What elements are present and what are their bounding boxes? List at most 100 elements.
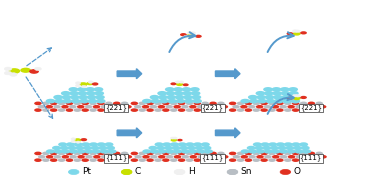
Circle shape	[201, 158, 209, 162]
Circle shape	[311, 155, 319, 159]
Circle shape	[287, 97, 293, 100]
Circle shape	[155, 142, 164, 147]
Circle shape	[166, 155, 174, 159]
Circle shape	[138, 108, 146, 112]
Circle shape	[272, 155, 280, 159]
Circle shape	[271, 149, 280, 154]
Text: H: H	[188, 167, 195, 177]
Circle shape	[189, 105, 197, 108]
Circle shape	[4, 67, 12, 71]
Circle shape	[106, 146, 115, 150]
Circle shape	[232, 155, 240, 159]
Circle shape	[256, 105, 263, 108]
Circle shape	[201, 108, 209, 112]
Circle shape	[34, 152, 42, 155]
Circle shape	[97, 108, 105, 112]
Circle shape	[240, 105, 248, 108]
Circle shape	[196, 149, 205, 154]
Circle shape	[256, 155, 264, 159]
Circle shape	[78, 95, 88, 100]
Circle shape	[66, 102, 73, 105]
Circle shape	[66, 158, 73, 162]
Circle shape	[248, 149, 257, 154]
Circle shape	[54, 155, 61, 159]
Circle shape	[253, 108, 260, 112]
Circle shape	[268, 102, 276, 105]
Circle shape	[292, 152, 299, 155]
Circle shape	[295, 95, 300, 97]
Circle shape	[191, 32, 195, 34]
Circle shape	[62, 155, 69, 159]
Circle shape	[280, 87, 290, 92]
Circle shape	[240, 155, 248, 159]
Circle shape	[158, 95, 168, 100]
Circle shape	[175, 99, 185, 104]
Circle shape	[265, 99, 275, 104]
Circle shape	[249, 99, 259, 104]
FancyArrowPatch shape	[268, 94, 294, 114]
Circle shape	[229, 158, 236, 162]
Circle shape	[61, 91, 71, 96]
Circle shape	[105, 152, 113, 155]
Circle shape	[170, 139, 177, 142]
Circle shape	[295, 105, 303, 108]
Circle shape	[70, 95, 80, 100]
Circle shape	[180, 33, 187, 36]
Circle shape	[66, 152, 73, 155]
Circle shape	[186, 108, 193, 112]
Circle shape	[190, 87, 200, 92]
Circle shape	[165, 87, 175, 92]
Circle shape	[245, 158, 252, 162]
Circle shape	[81, 102, 89, 105]
Circle shape	[38, 155, 45, 159]
Circle shape	[154, 108, 162, 112]
Text: {221}: {221}	[201, 105, 224, 111]
Circle shape	[280, 169, 291, 175]
Circle shape	[308, 108, 315, 112]
Circle shape	[174, 105, 181, 108]
Circle shape	[96, 99, 105, 104]
Circle shape	[265, 95, 274, 100]
Text: {111}: {111}	[105, 155, 127, 161]
Circle shape	[229, 108, 236, 112]
Circle shape	[164, 146, 173, 150]
Circle shape	[271, 87, 281, 92]
Circle shape	[178, 152, 185, 155]
Circle shape	[159, 99, 169, 104]
Circle shape	[71, 138, 76, 140]
Circle shape	[29, 69, 39, 74]
Circle shape	[173, 149, 182, 154]
Circle shape	[74, 158, 81, 162]
Circle shape	[101, 155, 108, 159]
Circle shape	[108, 105, 116, 108]
Circle shape	[308, 102, 315, 105]
Circle shape	[287, 105, 295, 108]
Circle shape	[54, 99, 64, 104]
Circle shape	[157, 91, 167, 96]
Circle shape	[170, 82, 177, 85]
Circle shape	[229, 152, 236, 155]
Text: C: C	[135, 167, 141, 177]
Circle shape	[34, 108, 42, 112]
Circle shape	[213, 155, 221, 159]
Circle shape	[50, 108, 57, 112]
Circle shape	[253, 152, 260, 155]
Circle shape	[58, 102, 65, 105]
Circle shape	[46, 149, 55, 154]
Circle shape	[84, 149, 93, 154]
Circle shape	[77, 105, 85, 108]
Circle shape	[98, 146, 107, 150]
Circle shape	[276, 152, 284, 155]
Circle shape	[229, 102, 236, 105]
Circle shape	[272, 91, 282, 96]
Circle shape	[105, 158, 113, 162]
Circle shape	[121, 108, 129, 112]
Circle shape	[10, 73, 17, 76]
Circle shape	[134, 105, 141, 108]
Circle shape	[58, 108, 65, 112]
Circle shape	[154, 152, 162, 155]
Circle shape	[237, 102, 244, 105]
Circle shape	[170, 137, 175, 139]
Circle shape	[166, 105, 173, 108]
Circle shape	[194, 158, 201, 162]
